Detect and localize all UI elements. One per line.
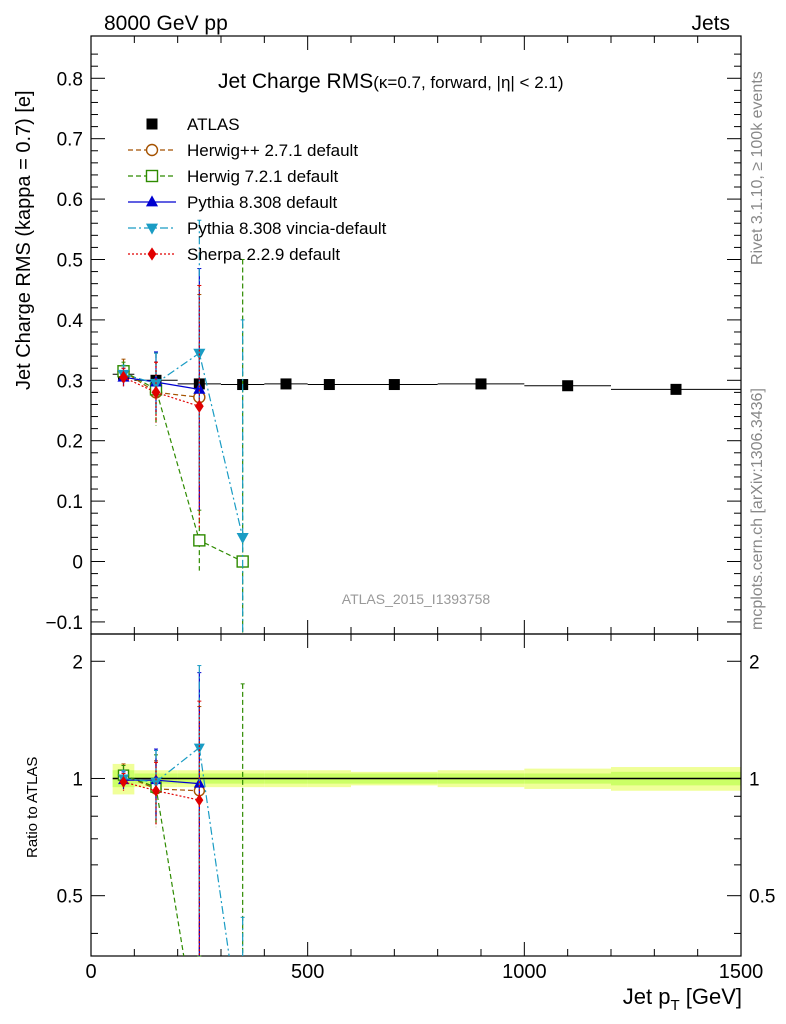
mcplots-label: mcplots.cern.ch [arXiv:1306.3436] [749, 388, 766, 630]
main-series [112, 219, 741, 634]
ratio-series-line [155, 790, 200, 801]
ratio-series-line [123, 774, 157, 790]
ratio-series-1 [117, 683, 245, 957]
ratio-series-line [155, 779, 200, 785]
ratio-series-line [155, 747, 200, 783]
legend-marker [147, 247, 157, 261]
ratio-y-tick-label-right: 0.5 [749, 887, 775, 908]
main-series-line [123, 370, 243, 563]
main-y-tick-label: 0.5 [57, 250, 83, 271]
main-series-line [123, 352, 244, 538]
main-point [475, 378, 487, 390]
ratio-y-tick-label-right: 2 [749, 652, 760, 673]
main-point [193, 534, 206, 547]
legend-label: Sherpa 2.2.9 default [187, 245, 340, 264]
legend-marker [145, 195, 159, 207]
main-y-tick-label: 0.7 [57, 130, 83, 151]
ratio-y-tick-label: 0.5 [57, 887, 83, 908]
main-point [670, 383, 682, 395]
legend-marker [145, 223, 159, 235]
legend-entry: Herwig 7.2.1 default [128, 167, 338, 186]
ratio-point [193, 743, 205, 754]
ratio-y-label: Ratio to ATLAS [24, 757, 41, 858]
main-ticks: −0.1 0 0.1 0.2 0.3 0.4 0.5 0.6 0.7 0.8 [45, 36, 742, 634]
main-y-tick-label: 0.4 [57, 311, 84, 332]
main-point [193, 382, 206, 394]
header-right: Jets [691, 12, 730, 35]
ratio-series-line [123, 777, 157, 783]
main-series-1 [117, 294, 206, 500]
ratio-series [117, 665, 245, 957]
ratio-ticks: 0.5 0.5 1 1 2 2 0 500 1000 1500 [57, 634, 775, 983]
header-left: 8000 GeV pp [104, 12, 228, 35]
main-series-5 [119, 284, 204, 528]
ratio-point [119, 775, 128, 788]
x-tick-label: 500 [291, 961, 324, 983]
x-axis-label-sub: T [670, 997, 679, 1014]
ratio-series-line [155, 787, 185, 957]
legend-label: Herwig++ 2.7.1 default [187, 141, 358, 160]
legend-marker [145, 169, 159, 183]
legend-label: Pythia 8.308 vincia-default [187, 219, 387, 238]
main-point [194, 399, 204, 413]
main-y-tick-label: −0.1 [45, 613, 83, 634]
ratio-series-3 [118, 665, 245, 957]
main-point [149, 378, 163, 390]
main-y-tick-label: 0.1 [57, 492, 83, 513]
legend-entry: Sherpa 2.2.9 default [128, 245, 340, 264]
legend-entry: Pythia 8.308 default [128, 193, 338, 212]
main-series-4 [117, 219, 249, 634]
legend-entry: Herwig++ 2.7.1 default [128, 141, 358, 160]
main-point [119, 370, 128, 384]
ratio-panel: 0.5 0.5 1 1 2 2 0 500 1000 1500 Ratio to ATLAS Je… [24, 633, 775, 1014]
rivet-label: Rivet 3.1.10, ≥ 100k events [749, 71, 766, 265]
ratio-series-line [198, 747, 230, 957]
main-series-2 [117, 258, 249, 634]
ratio-y-tick-label-right: 1 [749, 769, 760, 790]
ratio-frame [90, 633, 742, 957]
chart-title: Jet Charge RMS(κ=0.7, forward, |η| < 2.1… [218, 70, 564, 93]
legend-entry: Pythia 8.308 vincia-default [128, 219, 387, 238]
ratio-y-tick-label: 2 [72, 652, 83, 673]
legend-marker [146, 118, 158, 130]
main-point [562, 380, 574, 392]
x-tick-label: 0 [85, 961, 96, 983]
main-y-label: Jet Charge RMS (kappa = 0.7) [e] [13, 90, 35, 390]
legend-label: ATLAS [187, 115, 240, 134]
main-point [388, 379, 400, 391]
ratio-y-tick-label: 1 [72, 769, 83, 790]
watermark: ATLAS_2015_I1393758 [342, 591, 491, 607]
ratio-series-2 [118, 672, 205, 956]
x-tick-label: 1000 [502, 961, 547, 983]
ratio-series-0 [117, 706, 206, 956]
main-y-tick-label: 0.2 [57, 432, 83, 453]
chart-title-sub: (κ=0.7, forward, |η| < 2.1) [373, 73, 563, 92]
ratio-series-line [155, 788, 200, 792]
ratio-point [195, 794, 204, 807]
main-series-0 [112, 368, 741, 395]
x-axis-label-unit: [GeV] [680, 984, 742, 1009]
x-tick-label: 1500 [719, 961, 764, 983]
chart-title-main: Jet Charge RMS [218, 70, 373, 93]
main-point [323, 379, 335, 391]
main-panel: −0.1 0 0.1 0.2 0.3 0.4 0.5 0.6 0.7 0.8 ATLAS_2015… [13, 35, 742, 635]
main-point [236, 532, 249, 544]
ratio-series-line [123, 781, 157, 792]
main-y-tick-label: 0.3 [57, 371, 83, 392]
main-y-tick-label: 0.6 [57, 190, 83, 211]
x-axis-label-main: Jet p [623, 984, 671, 1009]
main-y-tick-label: 0.8 [57, 69, 83, 90]
legend-label: Pythia 8.308 default [187, 193, 338, 212]
legend-label: Herwig 7.2.1 default [187, 167, 338, 186]
legend-marker [145, 143, 159, 157]
x-axis-label: Jet pT [GeV] [623, 984, 742, 1014]
main-point [151, 385, 161, 399]
main-point [280, 378, 292, 390]
legend-entry: ATLAS [146, 115, 240, 134]
ratio-point [152, 784, 160, 797]
legend: ATLAS Herwig++ 2.7.1 default Herwig 7.2.1 … [128, 115, 387, 264]
main-y-tick-label: 0 [72, 553, 83, 574]
ratio-series-4 [119, 700, 204, 956]
